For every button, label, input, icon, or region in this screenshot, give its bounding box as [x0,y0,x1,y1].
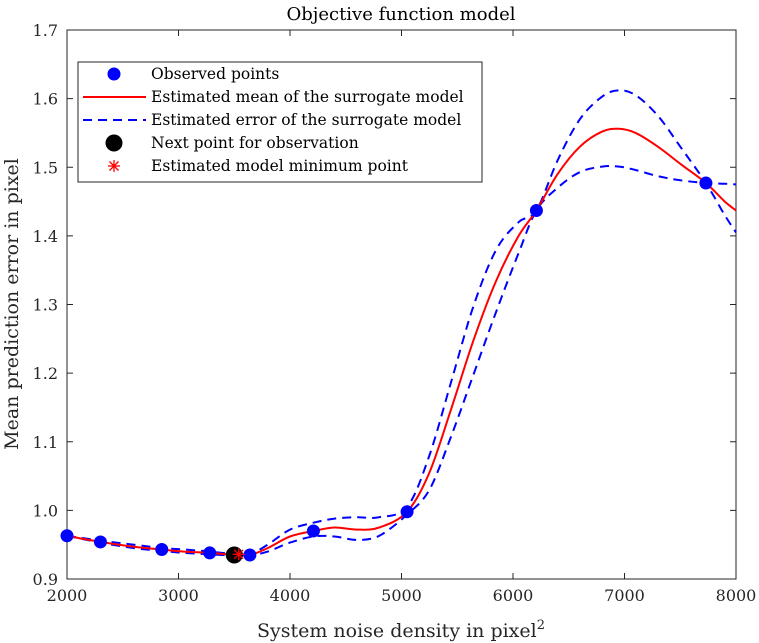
y-tick-label: 1.7 [33,21,58,40]
observed-point [529,203,543,217]
y-axis-title: Mean prediction error in pixel [1,158,23,450]
observed-point [93,535,107,549]
x-tick-label: 4000 [270,586,311,605]
x-tick-label: 3000 [158,586,199,605]
y-tick-label: 1.4 [33,227,58,246]
chart-title: Objective function model [286,4,515,25]
x-tick-label: 6000 [493,586,534,605]
x-tick-label: 7000 [604,586,645,605]
legend: Observed points Estimated mean of the su… [77,61,483,183]
y-tick-label: 1.1 [33,433,58,452]
legend-label-error: Estimated error of the surrogate model [151,111,461,129]
x-tick-label: 8000 [716,586,757,605]
x-axis-title: System noise density in pixel2 [257,618,545,642]
observed-point [203,546,217,560]
y-tick-label: 1.5 [33,158,58,177]
legend-marker-minimum [108,160,120,172]
observed-point [400,505,414,519]
legend-label-minimum: Estimated model minimum point [151,157,409,175]
y-tick-label: 0.9 [33,570,58,589]
observed-point [699,176,713,190]
plot-content [60,89,737,564]
x-axis: 2000 3000 4000 5000 6000 7000 8000 [47,30,757,605]
y-axis: 0.9 1.0 1.1 1.2 1.3 1.4 1.5 1.6 1.7 [33,21,736,589]
observed-point [60,529,74,543]
legend-box [77,61,483,183]
observed-point [243,548,257,562]
legend-label-next-point: Next point for observation [151,134,359,152]
x-tick-label: 5000 [381,586,422,605]
x-tick-label: 2000 [47,586,88,605]
y-tick-label: 1.2 [33,364,58,383]
x-axis-title-text: System noise density in pixel [257,620,537,642]
error-lower-line [66,165,737,558]
y-tick-label: 1.3 [33,296,58,315]
legend-label-observed: Observed points [151,65,279,83]
y-tick-label: 1.6 [33,90,58,109]
legend-marker-next-point [105,134,123,152]
x-axis-title-superscript: 2 [537,618,545,633]
minimum-point-marker [232,548,245,561]
legend-label-mean: Estimated mean of the surrogate model [151,88,464,106]
observed-point [306,524,320,538]
observed-point [155,542,169,556]
legend-marker-observed [107,67,121,81]
y-tick-label: 1.0 [33,501,58,520]
